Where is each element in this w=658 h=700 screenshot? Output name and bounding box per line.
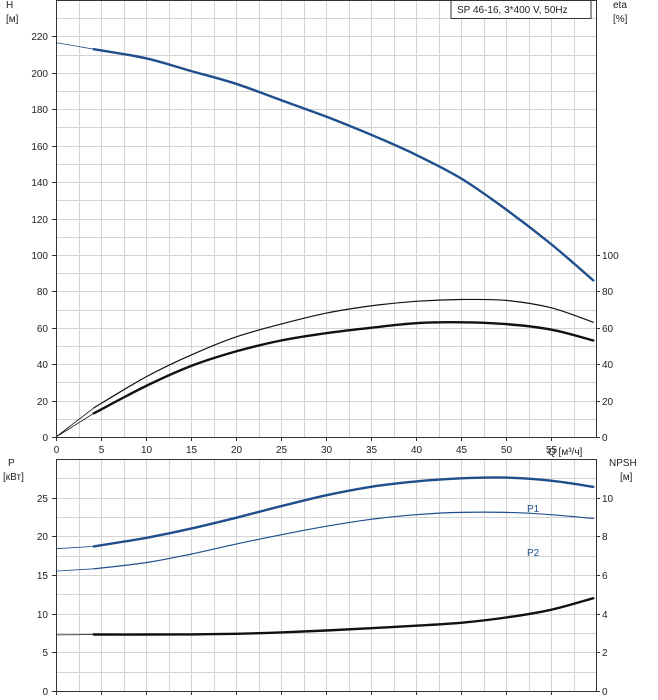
series-label-p2: P2 bbox=[527, 548, 540, 559]
h-axis-unit: [м] bbox=[6, 14, 19, 25]
x-tick-label: 55 bbox=[546, 445, 558, 456]
q-axis-label: Q [м³/ч] bbox=[548, 447, 583, 458]
left-tick-label: 5 bbox=[42, 648, 48, 659]
x-tick-label: 0 bbox=[54, 445, 60, 456]
left-tick-label: 120 bbox=[31, 215, 48, 226]
eta-axis-unit: [%] bbox=[613, 14, 628, 25]
series-0-0-extension bbox=[55, 42, 94, 50]
h-axis-label: H bbox=[6, 0, 13, 11]
x-tick-label: 45 bbox=[456, 445, 468, 456]
series-label-p1: P1 bbox=[527, 504, 540, 515]
npsh-axis-label: NPSH bbox=[609, 458, 637, 469]
grid-layer bbox=[56, 0, 597, 692]
npsh-axis-unit: [м] bbox=[620, 472, 633, 483]
left-tick-label: 20 bbox=[37, 532, 49, 543]
p-axis-label: P bbox=[8, 458, 15, 469]
series-1-2-curve bbox=[92, 597, 595, 636]
series-0-0-curve bbox=[92, 48, 595, 282]
right-tick-label: 100 bbox=[602, 251, 619, 262]
p-axis-unit: [кВт] bbox=[3, 472, 24, 483]
series-1-1-extension bbox=[55, 568, 94, 572]
series-1-1-curve bbox=[93, 511, 594, 570]
right-tick-label: 2 bbox=[602, 648, 608, 659]
legend-text: SP 46-16, 3*400 V, 50Hz bbox=[457, 5, 568, 16]
series-0-1-curve bbox=[93, 298, 594, 409]
left-tick-label: 0 bbox=[42, 433, 48, 444]
left-tick-label: 25 bbox=[37, 494, 49, 505]
left-tick-label: 220 bbox=[31, 32, 48, 43]
right-tick-label: 0 bbox=[602, 687, 608, 698]
left-tick-label: 0 bbox=[42, 687, 48, 698]
eta-axis-label: eta bbox=[613, 0, 627, 11]
right-tick-label: 20 bbox=[602, 397, 614, 408]
left-tick-label: 40 bbox=[37, 360, 49, 371]
right-tick-label: 60 bbox=[602, 324, 614, 335]
series-0-1-extension bbox=[55, 407, 95, 438]
right-tick-label: 80 bbox=[602, 287, 614, 298]
left-tick-label: 20 bbox=[37, 397, 49, 408]
x-tick-label: 15 bbox=[186, 445, 198, 456]
series-0-2-extension bbox=[55, 412, 95, 438]
right-tick-label: 0 bbox=[602, 433, 608, 444]
left-tick-label: 15 bbox=[37, 571, 49, 582]
series-1-0-extension bbox=[55, 546, 94, 550]
left-tick-label: 180 bbox=[31, 105, 48, 116]
legend-box bbox=[450, 0, 592, 19]
x-tick-label: 30 bbox=[321, 445, 333, 456]
x-tick-label: 50 bbox=[501, 445, 513, 456]
left-tick-label: 160 bbox=[31, 142, 48, 153]
x-tick-label: 40 bbox=[411, 445, 423, 456]
series-0-2-curve bbox=[92, 321, 595, 415]
x-tick-label: 25 bbox=[276, 445, 288, 456]
left-tick-label: 200 bbox=[31, 69, 48, 80]
left-tick-label: 140 bbox=[31, 178, 48, 189]
curves-layer bbox=[55, 42, 595, 636]
right-tick-label: 40 bbox=[602, 360, 614, 371]
left-tick-label: 60 bbox=[37, 324, 49, 335]
x-tick-label: 10 bbox=[141, 445, 153, 456]
ticks-layer: 0204060801001201401601802002200204060801… bbox=[31, 32, 619, 698]
right-tick-label: 4 bbox=[602, 610, 608, 621]
left-tick-label: 80 bbox=[37, 287, 49, 298]
series-1-0-curve bbox=[92, 476, 595, 548]
left-tick-label: 10 bbox=[37, 610, 49, 621]
left-tick-label: 100 bbox=[31, 251, 48, 262]
x-tick-label: 5 bbox=[99, 445, 105, 456]
right-tick-label: 6 bbox=[602, 571, 608, 582]
right-tick-label: 10 bbox=[602, 494, 614, 505]
x-tick-label: 35 bbox=[366, 445, 378, 456]
x-tick-label: 20 bbox=[231, 445, 243, 456]
right-tick-label: 8 bbox=[602, 532, 608, 543]
